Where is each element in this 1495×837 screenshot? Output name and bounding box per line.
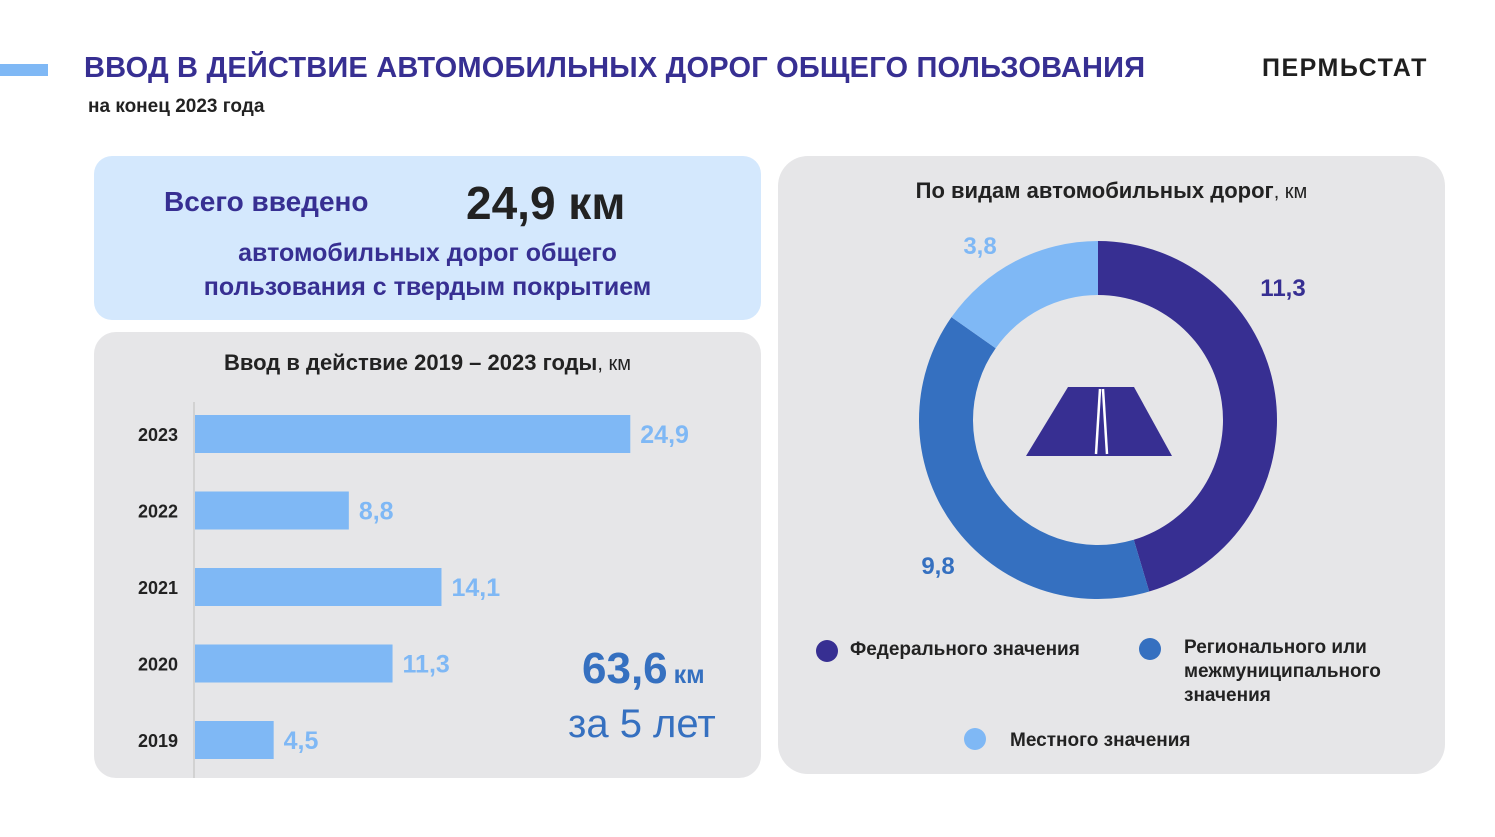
bar-2022 bbox=[195, 491, 349, 530]
bar-chart-title-text: Ввод в действие 2019 – 2023 годы bbox=[224, 350, 598, 375]
total-label: Всего введено bbox=[164, 186, 369, 217]
bar-2021 bbox=[195, 568, 442, 606]
page-subtitle: на конец 2023 года bbox=[88, 96, 265, 117]
donut-value-label: 11,3 bbox=[1260, 275, 1305, 302]
pie-chart-title-text: По видам автомобильных дорог bbox=[915, 178, 1274, 203]
legend-marker bbox=[816, 640, 838, 662]
bar-category-label: 2021 bbox=[138, 578, 178, 598]
legend-label: Федерального значения bbox=[850, 639, 1080, 660]
bar-category-label: 2023 bbox=[138, 425, 178, 445]
bar-chart: 2023 24,9 2022 8,8 2021 14,1 2020 11,3 2019 4,5 bbox=[138, 402, 689, 778]
bar-category-label: 2019 bbox=[138, 731, 178, 751]
pie-chart-title-unit: , км bbox=[1273, 181, 1308, 203]
bar-2019 bbox=[195, 721, 274, 759]
donut-value-label: 9,8 bbox=[921, 553, 954, 580]
legend-marker bbox=[1139, 638, 1161, 660]
bar-value-label: 24,9 bbox=[640, 421, 689, 449]
bar-category-label: 2020 bbox=[138, 655, 178, 675]
pie-chart-card: По видам автомобильных дорог, км 11,3 9,8… bbox=[778, 156, 1445, 774]
legend-label: Регионального или межмуниципального значен… bbox=[1184, 637, 1381, 706]
bar-chart-title-unit: , км bbox=[597, 353, 631, 375]
donut-slice-2 bbox=[919, 317, 1150, 599]
total-description-line-1: автомобильных дорог общего bbox=[238, 239, 617, 267]
total-value: 24,9 км bbox=[466, 177, 626, 229]
bar-value-label: 8,8 bbox=[359, 498, 394, 526]
page-title: ВВОД В ДЕЙСТВИЕ АВТОМОБИЛЬНЫХ ДОРОГ ОБЩЕ… bbox=[84, 52, 1146, 84]
total-card: Всего введено 24,9 км автомобильных доро… bbox=[94, 156, 761, 320]
summary-value: 63,6 км bbox=[582, 644, 705, 694]
road-icon bbox=[1026, 387, 1172, 456]
donut-slice-3 bbox=[951, 241, 1098, 349]
bar-category-label: 2022 bbox=[138, 502, 178, 522]
donut-chart: 11,3 9,8 3,8 bbox=[919, 233, 1306, 599]
total-description-line-2: пользования с твердым покрытием bbox=[203, 273, 652, 301]
bar-2023 bbox=[195, 415, 631, 453]
legend-label: Местного значения bbox=[1010, 730, 1191, 751]
bar-value-label: 11,3 bbox=[403, 651, 450, 679]
brand-logo: ПЕРМЬСТАТ bbox=[1262, 54, 1428, 82]
bar-value-label: 4,5 bbox=[284, 727, 319, 755]
summary-number: 63,6 bbox=[582, 644, 668, 693]
pie-chart-title: По видам автомобильных дорог, км bbox=[778, 178, 1445, 204]
bar-2020 bbox=[195, 644, 393, 683]
bar-chart-title: Ввод в действие 2019 – 2023 годы, км bbox=[94, 350, 761, 376]
accent-bar bbox=[0, 64, 48, 76]
bar-value-label: 14,1 bbox=[451, 574, 500, 602]
donut-value-label: 3,8 bbox=[963, 233, 996, 260]
summary-period: за 5 лет bbox=[568, 702, 716, 746]
bar-chart-card: Ввод в действие 2019 – 2023 годы, км 202… bbox=[94, 332, 761, 778]
donut-slice-1 bbox=[1098, 241, 1277, 592]
summary-unit: км bbox=[673, 661, 705, 689]
legend-marker bbox=[964, 728, 986, 750]
total-description: автомобильных дорог общего пользования с… bbox=[94, 236, 761, 304]
